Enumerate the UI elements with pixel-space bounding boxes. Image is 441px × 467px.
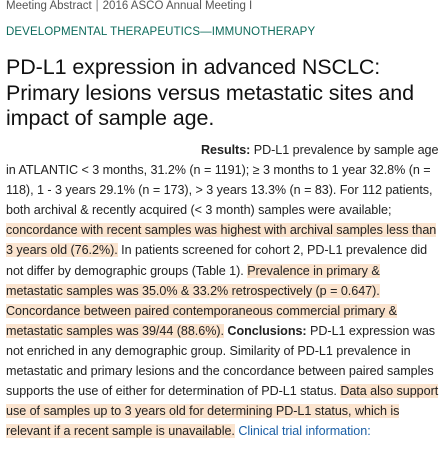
results-label: Results: [201,143,251,157]
meeting-header: Meeting Abstract | 2016 ASCO Annual Meetin… [6,0,252,12]
abstract-body: Results: PD-L1 prevalence by sample age … [6,140,440,441]
clinical-trial-link[interactable]: Clinical trial information: [238,424,371,439]
conclusions-text: PD-L1 expression was not enriched in any… [6,323,436,399]
abstract-paragraph: Results: PD-L1 prevalence by sample age … [6,140,440,441]
conclusions-label: Conclusions: [227,323,307,338]
abstract-title: PD-L1 expression in advanced NSCLC: Prim… [6,55,414,130]
cohort-text: In patients screened for cohort 2, PD-L1… [6,243,428,278]
category-link[interactable]: DEVELOPMENTAL THERAPEUTICS—IMMUNOTHERAPY [6,26,316,38]
header-separator: | [95,0,99,12]
abstract-type: Meeting Abstract [6,0,92,12]
results-text: PD-L1 prevalence by sample age in ATLANT… [6,143,439,218]
meeting-name: 2016 ASCO Annual Meeting I [102,0,253,12]
